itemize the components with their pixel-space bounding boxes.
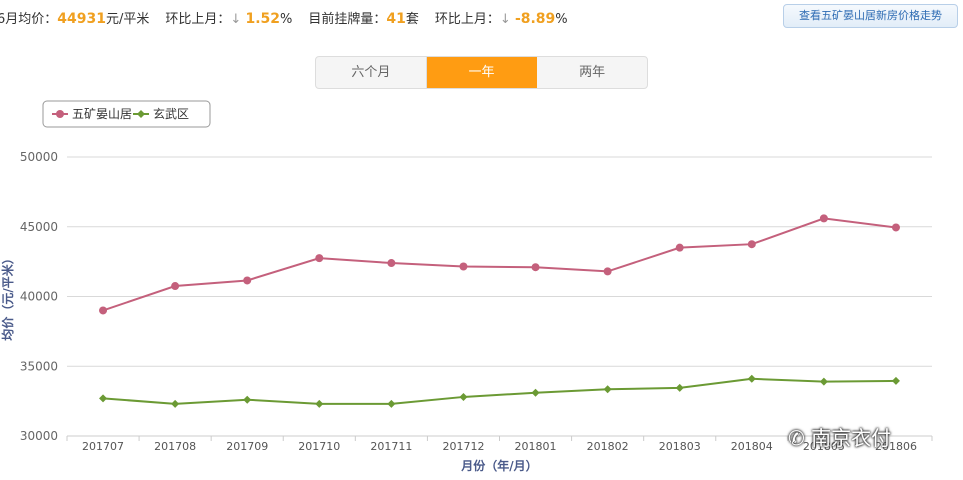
mom-price-unit: %: [280, 12, 293, 27]
data-point: [387, 259, 396, 268]
watermark-logo: ✆ 南京衣付: [788, 424, 891, 452]
x-tick-label: 201710: [298, 440, 340, 453]
legend-box: [42, 100, 211, 128]
x-tick-label: 201806: [875, 440, 917, 453]
data-point: [531, 263, 540, 272]
mom-price-value: 1.52: [245, 11, 280, 27]
y-axis-title: 均价（元/平米）: [0, 252, 15, 340]
x-tick-label: 201708: [154, 440, 196, 453]
mom-price-label: 环比上月：: [165, 12, 231, 27]
tab-two-years[interactable]: 两年: [536, 57, 647, 88]
data-point: [243, 276, 252, 285]
data-point: [891, 223, 900, 232]
avg-price-value: 44931: [57, 11, 106, 27]
tab-six-months[interactable]: 六个月: [351, 65, 391, 80]
data-point: [315, 254, 324, 263]
data-point: [675, 383, 684, 392]
avg-price-label: 6月均价：: [0, 12, 58, 27]
down-arrow-icon: ↓: [499, 12, 511, 27]
series-line: [102, 217, 897, 312]
data-point: [819, 377, 828, 386]
data-point: [243, 395, 252, 404]
data-point: [171, 282, 180, 291]
listing-count-unit: 套: [405, 12, 419, 27]
chat-bubble-icon: ✆: [788, 426, 805, 450]
data-point: [747, 374, 756, 383]
legend-label: 五矿晏山居: [72, 107, 132, 121]
data-point: [99, 394, 108, 403]
data-point: [675, 243, 684, 252]
x-tick-label: 201712: [442, 440, 484, 453]
listing-count-value: 41: [386, 11, 406, 27]
data-point: [603, 385, 612, 394]
data-point: [747, 240, 756, 249]
data-point: [459, 262, 468, 271]
mom-listing-value: -8.89: [514, 11, 556, 27]
data-point: [99, 306, 108, 315]
listing-count-label: 目前挂牌量：: [308, 12, 387, 27]
new-house-trend-button[interactable]: 查看五矿晏山居新房价格走势: [783, 4, 958, 28]
x-tick-label: 201805: [803, 440, 845, 453]
legend-label: 玄武区: [153, 106, 189, 121]
y-tick-label: 40000: [20, 290, 58, 304]
time-range-tabs: 六个月 一年 两年: [315, 56, 648, 89]
down-arrow-icon: ↓: [230, 12, 242, 27]
data-point: [891, 376, 900, 385]
watermark-text: 南京衣付: [811, 426, 892, 450]
x-tick-label: 201711: [370, 440, 412, 453]
mom-listing-unit: %: [555, 12, 568, 27]
x-tick-label: 201803: [659, 440, 701, 453]
tab-one-year[interactable]: 一年: [425, 57, 537, 88]
data-point: [387, 399, 396, 408]
data-point: [459, 392, 468, 401]
chart-legend: 五矿晏山居 玄武区: [42, 100, 211, 128]
data-point: [603, 267, 612, 276]
x-axis-title: 月份（年/月）: [460, 458, 537, 473]
x-tick-label: 201804: [731, 440, 773, 453]
x-tick-label: 201802: [587, 440, 629, 453]
x-tick-label: 201801: [515, 440, 557, 453]
price-stats-bar: 6月均价：44931元/平米 环比上月：↓ 1.52% 目前挂牌量：41套 环比上月：…: [0, 8, 568, 30]
y-tick-label: 35000: [20, 359, 58, 373]
series-line: [102, 377, 896, 405]
data-point: [171, 399, 180, 408]
data-point: [315, 399, 324, 408]
avg-price-unit: 元/平米: [106, 12, 150, 27]
y-tick-label: 30000: [20, 429, 58, 443]
y-tick-label: 50000: [20, 150, 58, 164]
mom-listing-label: 环比上月：: [434, 12, 500, 27]
data-point: [819, 214, 828, 223]
legend-marker: [56, 110, 64, 118]
data-point: [531, 388, 540, 397]
y-tick-label: 45000: [20, 220, 58, 234]
legend-marker: [137, 110, 145, 118]
x-tick-label: 201707: [82, 440, 124, 453]
x-tick-label: 201709: [226, 440, 268, 453]
